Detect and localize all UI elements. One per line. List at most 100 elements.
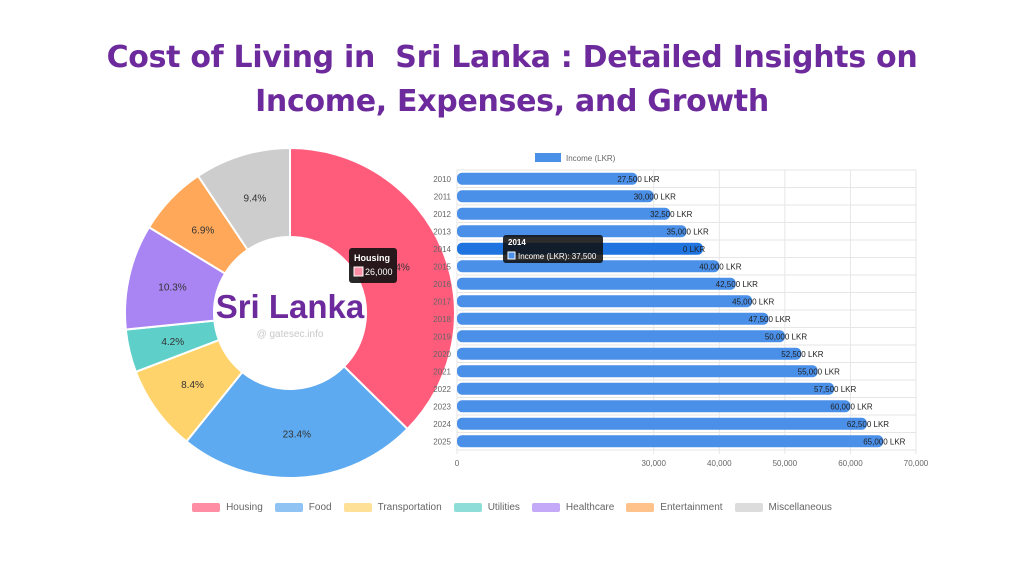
y-tick-label: 2017 bbox=[433, 297, 451, 306]
legend-swatch bbox=[274, 503, 303, 512]
income-bar-2017 bbox=[457, 295, 753, 308]
bar-data-label: 42,500 LKR bbox=[716, 280, 758, 289]
income-bar-2019 bbox=[457, 330, 785, 343]
donut-value-label: 4.2% bbox=[161, 337, 184, 348]
legend-label: Entertainment bbox=[660, 502, 723, 513]
legend-swatch bbox=[343, 503, 372, 512]
bar-data-label: 47,500 LKR bbox=[748, 315, 790, 324]
donut-value-label: 9.4% bbox=[244, 194, 267, 205]
bar-tooltip: 2014 Income (LKR): 37,500 bbox=[503, 235, 603, 263]
y-tick-label: 2023 bbox=[433, 402, 451, 411]
page-title-line-1: Cost of Living in Sri Lanka : Detailed I… bbox=[106, 40, 918, 75]
donut-tooltip-swatch bbox=[353, 266, 364, 277]
legend-label: Transportation bbox=[377, 502, 442, 513]
income-bar-chart: Income (LKR) 0 30,000 40,000 50,000 60,000 70,… bbox=[433, 153, 929, 468]
legend-swatch bbox=[734, 503, 763, 512]
donut-value-label: 23.4% bbox=[283, 429, 311, 440]
watermark-text: @ gatesec.info bbox=[257, 329, 324, 340]
y-tick-label: 2013 bbox=[433, 227, 451, 236]
legend-item-transportation[interactable]: Transportation bbox=[343, 502, 442, 513]
bar-tooltip-box bbox=[503, 235, 603, 263]
donut-legend: Housing Food Transportation Utilities Health… bbox=[0, 502, 1024, 513]
legend-item-housing[interactable]: Housing bbox=[192, 502, 263, 513]
income-bar-2021 bbox=[457, 365, 818, 378]
bar-data-label: 50,000 LKR bbox=[765, 332, 807, 341]
legend-item-miscellaneous[interactable]: Miscellaneous bbox=[734, 502, 832, 513]
bar-legend-swatch bbox=[535, 153, 561, 162]
income-bar-2023 bbox=[457, 400, 851, 413]
income-bar-2020 bbox=[457, 347, 802, 360]
x-tick-label: 70,000 bbox=[904, 459, 929, 468]
bar-data-label: 55,000 LKR bbox=[798, 367, 840, 376]
x-tick-label: 60,000 bbox=[838, 459, 863, 468]
legend-label: Food bbox=[308, 502, 332, 513]
legend-label: Utilities bbox=[487, 502, 520, 513]
donut-value-label: 6.9% bbox=[192, 226, 215, 237]
bar-data-label: 45,000 LKR bbox=[732, 297, 774, 306]
income-bar-2025 bbox=[457, 435, 884, 448]
legend-item-entertainment[interactable]: Entertainment bbox=[626, 502, 723, 513]
y-tick-label: 2018 bbox=[433, 315, 451, 324]
legend-item-healthcare[interactable]: Healthcare bbox=[531, 502, 615, 513]
income-bar-2012 bbox=[457, 207, 671, 220]
legend-swatch bbox=[531, 503, 560, 512]
legend-label: Miscellaneous bbox=[768, 502, 832, 513]
legend-label: Housing bbox=[226, 502, 263, 513]
bar-tooltip-title: 2014 bbox=[508, 238, 526, 247]
y-tick-label: 2021 bbox=[433, 367, 451, 376]
bar-tooltip-swatch bbox=[507, 251, 516, 260]
donut-tooltip-value: 26,000 bbox=[365, 267, 393, 277]
x-tick-label: 50,000 bbox=[773, 459, 798, 468]
donut-center-label: Sri Lanka bbox=[216, 288, 365, 325]
y-tick-label: 2025 bbox=[433, 437, 451, 446]
y-tick-label: 2024 bbox=[433, 420, 451, 429]
legend-item-food[interactable]: Food bbox=[274, 502, 332, 513]
income-bar-2011 bbox=[457, 190, 654, 203]
bar-data-label: 40,000 LKR bbox=[699, 262, 741, 271]
donut-slice-housing bbox=[289, 146, 456, 431]
donut-tooltip: Housing 26,000 bbox=[349, 248, 397, 283]
bar-data-label: 57,500 LKR bbox=[814, 385, 856, 394]
y-tick-label: 2015 bbox=[433, 262, 451, 271]
income-bar-2010 bbox=[457, 172, 638, 185]
y-tick-label: 2012 bbox=[433, 210, 451, 219]
bar-data-label: 62,500 LKR bbox=[847, 420, 889, 429]
page-title-line-2: Income, Expenses, and Growth bbox=[255, 84, 769, 119]
x-tick-label: 0 bbox=[455, 459, 460, 468]
bar-data-label: 0 LKR bbox=[683, 245, 705, 254]
bar-data-label: 32,500 LKR bbox=[650, 210, 692, 219]
bar-legend-label: Income (LKR) bbox=[566, 154, 616, 163]
x-tick-label: 30,000 bbox=[641, 459, 666, 468]
bar-data-label: 27,500 LKR bbox=[617, 175, 659, 184]
donut-value-label: .4% bbox=[393, 263, 410, 274]
income-bar-2015 bbox=[457, 260, 720, 273]
donut-tooltip-title: Housing bbox=[354, 253, 390, 263]
y-tick-label: 2016 bbox=[433, 280, 451, 289]
x-tick-label: 40,000 bbox=[707, 459, 732, 468]
y-tick-label: 2014 bbox=[433, 245, 451, 254]
income-bar-2016 bbox=[457, 277, 736, 290]
bar-data-label: 52,500 LKR bbox=[781, 350, 823, 359]
donut-value-label: 10.3% bbox=[158, 282, 186, 293]
bar-data-label: 65,000 LKR bbox=[863, 437, 905, 446]
bar-data-label: 35,000 LKR bbox=[667, 227, 709, 236]
income-bar-2013 bbox=[457, 225, 687, 238]
y-tick-label: 2022 bbox=[433, 385, 451, 394]
legend-swatch bbox=[626, 503, 655, 512]
bar-data-label: 60,000 LKR bbox=[830, 402, 872, 411]
donut-chart: .4% 23.4% 8.4% 4.2% 10.3% 6.9% 9.4% Sri Lanka @ … bbox=[124, 146, 456, 479]
y-tick-label: 2011 bbox=[434, 192, 452, 201]
legend-label: Healthcare bbox=[565, 502, 615, 513]
donut-slice-miscellaneous bbox=[196, 146, 291, 252]
income-bar-2024 bbox=[457, 417, 867, 430]
legend-swatch bbox=[192, 503, 221, 512]
donut-slice-food bbox=[185, 364, 409, 479]
bar-data-label: 30,000 LKR bbox=[634, 192, 676, 201]
y-tick-label: 2019 bbox=[433, 332, 451, 341]
legend-item-utilities[interactable]: Utilities bbox=[453, 502, 520, 513]
donut-value-label: 8.4% bbox=[181, 380, 204, 391]
income-bar-2018 bbox=[457, 312, 769, 325]
y-tick-label: 2020 bbox=[433, 350, 451, 359]
bar-tooltip-value: Income (LKR): 37,500 bbox=[518, 252, 597, 261]
